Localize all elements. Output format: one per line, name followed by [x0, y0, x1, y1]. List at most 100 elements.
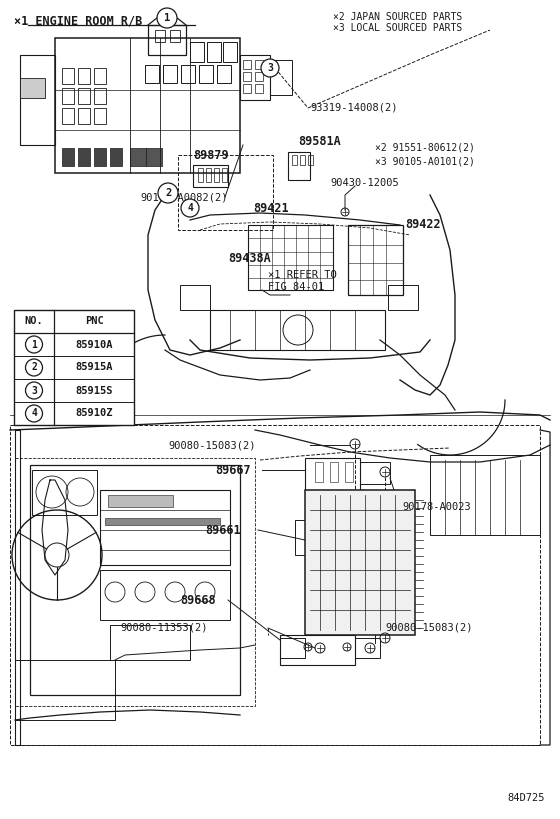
Circle shape	[158, 183, 178, 203]
Bar	[146, 148, 162, 166]
Text: 90080-15083(2): 90080-15083(2)	[385, 623, 473, 633]
Text: 85910A: 85910A	[75, 340, 113, 350]
Bar	[207, 42, 221, 62]
Text: 4: 4	[31, 409, 37, 419]
Bar	[110, 148, 122, 166]
Bar	[243, 72, 251, 81]
Bar	[110, 625, 190, 660]
Bar	[155, 30, 165, 42]
Bar	[20, 55, 55, 145]
Bar	[163, 65, 177, 83]
Text: 2: 2	[165, 188, 171, 198]
Bar	[210, 310, 385, 350]
Bar	[315, 462, 323, 482]
Bar	[330, 462, 338, 482]
Bar	[240, 55, 270, 100]
Bar	[305, 490, 415, 635]
Bar	[198, 168, 203, 182]
Bar	[94, 88, 106, 104]
Bar	[255, 60, 263, 69]
Bar	[62, 68, 74, 84]
Text: FIG 84-01: FIG 84-01	[268, 282, 324, 292]
Bar	[300, 155, 305, 165]
Bar	[100, 490, 230, 565]
Bar	[145, 65, 159, 83]
Text: 1: 1	[31, 340, 37, 350]
Text: 89879: 89879	[193, 149, 228, 162]
Bar	[360, 462, 390, 484]
Text: 84D725: 84D725	[507, 793, 545, 803]
Circle shape	[26, 382, 43, 399]
Bar	[78, 68, 90, 84]
Bar	[255, 72, 263, 81]
Text: ×2 JAPAN SOURCED PARTS: ×2 JAPAN SOURCED PARTS	[333, 12, 462, 22]
Bar	[206, 168, 211, 182]
Text: 90080-15083(2): 90080-15083(2)	[168, 440, 255, 450]
Text: 3: 3	[267, 63, 273, 73]
Bar	[94, 108, 106, 124]
Bar	[280, 635, 355, 665]
Text: 2: 2	[31, 363, 37, 373]
Text: ×3 LOCAL SOURCED PARTS: ×3 LOCAL SOURCED PARTS	[333, 23, 462, 33]
Circle shape	[26, 405, 43, 422]
Bar	[148, 25, 186, 55]
Text: 89421: 89421	[253, 202, 288, 215]
Bar	[178, 155, 273, 230]
Bar	[199, 65, 213, 83]
Text: 85910Z: 85910Z	[75, 409, 113, 419]
Circle shape	[157, 8, 177, 28]
Bar	[78, 148, 90, 166]
Bar	[345, 462, 353, 482]
Text: 90430-12005: 90430-12005	[330, 178, 399, 188]
Text: 3: 3	[31, 386, 37, 396]
Bar	[243, 60, 251, 69]
Bar	[248, 225, 333, 290]
Bar	[108, 495, 173, 507]
Circle shape	[26, 336, 43, 353]
Text: 89581A: 89581A	[298, 135, 340, 148]
Text: 89667: 89667	[215, 464, 251, 477]
Text: ×1 ENGINE ROOM R/B: ×1 ENGINE ROOM R/B	[14, 14, 142, 27]
Bar	[255, 84, 263, 93]
Text: ×1 REFER TO: ×1 REFER TO	[268, 270, 337, 280]
Bar	[20, 78, 45, 98]
Bar	[15, 458, 255, 706]
Text: 85915A: 85915A	[75, 363, 113, 373]
Bar	[222, 168, 227, 182]
Bar	[214, 168, 219, 182]
Bar	[305, 458, 360, 490]
Text: 85915S: 85915S	[75, 386, 113, 396]
Bar	[217, 65, 231, 83]
Text: 89422: 89422	[405, 219, 441, 232]
Bar	[223, 42, 237, 62]
Bar	[355, 638, 380, 658]
Bar	[181, 65, 195, 83]
Bar	[130, 148, 146, 166]
Bar	[32, 470, 97, 515]
Text: 90105-A0082(2): 90105-A0082(2)	[140, 192, 227, 202]
Bar	[10, 425, 540, 745]
Text: 90080-11353(2): 90080-11353(2)	[120, 622, 208, 632]
Text: 89668: 89668	[180, 594, 216, 607]
Text: 90178-A0023: 90178-A0023	[402, 502, 471, 512]
Bar	[78, 88, 90, 104]
Bar	[15, 660, 115, 720]
Bar	[292, 155, 297, 165]
Bar	[430, 455, 540, 535]
Bar	[308, 155, 313, 165]
Text: 4: 4	[187, 203, 193, 213]
Bar	[288, 152, 310, 180]
Bar	[94, 148, 106, 166]
Text: 89438A: 89438A	[228, 251, 270, 265]
Bar	[62, 108, 74, 124]
Bar	[193, 165, 228, 187]
Bar	[94, 68, 106, 84]
Bar	[14, 310, 134, 425]
Bar	[388, 285, 418, 310]
Bar	[348, 225, 403, 295]
Text: 93319-14008(2): 93319-14008(2)	[310, 102, 398, 112]
Bar	[78, 108, 90, 124]
Bar	[243, 84, 251, 93]
Bar	[100, 570, 230, 620]
Bar	[30, 465, 240, 695]
